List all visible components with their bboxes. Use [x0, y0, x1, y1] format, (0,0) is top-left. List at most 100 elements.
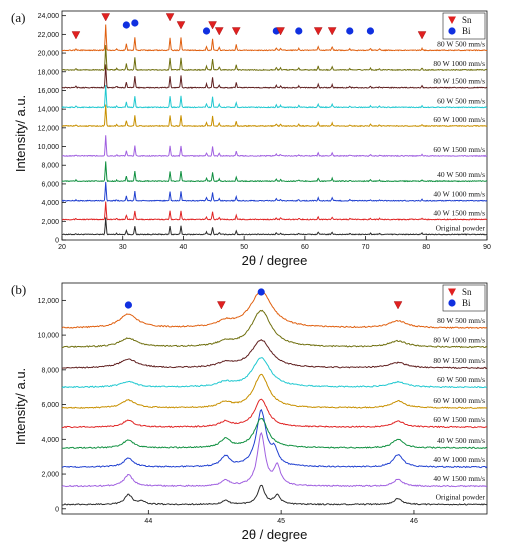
legend-label: Bi	[462, 298, 471, 308]
legend-box	[442, 12, 486, 40]
sn-peak-marker	[417, 31, 427, 40]
series-label: 60 W 500 mm/s	[437, 96, 485, 105]
series-line-5	[61, 104, 488, 128]
x-tick-label: 44	[144, 518, 152, 525]
series-line-6	[61, 357, 488, 389]
x-tick-label: 46	[410, 518, 418, 525]
series-line-7	[61, 64, 488, 89]
x-tick-label: 90	[483, 244, 491, 251]
panel-label: (b)	[11, 282, 26, 297]
series-line-3	[61, 418, 488, 450]
panel-b: 44 45 46 0 2,000 4,000 6,000 8,000 10,000 12,000 2…	[11, 282, 488, 542]
y-tick-label: 14,000	[38, 107, 60, 114]
x-axis-label: 2θ / degree	[242, 253, 308, 268]
series-line-9	[61, 290, 488, 330]
y-tick-label: 8,000	[41, 163, 59, 170]
series-label: Original powder	[436, 223, 486, 232]
series-line-1	[61, 431, 488, 488]
sn-peak-marker	[393, 301, 403, 310]
x-tick-label: 45	[277, 518, 285, 525]
sn-peak-marker	[165, 13, 175, 22]
series-line-8	[61, 44, 488, 72]
sn-peak-marker	[71, 31, 81, 40]
series-label: Original powder	[436, 492, 486, 501]
y-tick-label: 4,000	[41, 200, 59, 207]
series-line-4	[61, 398, 488, 429]
series-label: 60 W 1000 mm/s	[433, 115, 485, 124]
series-label: 60 W 1000 mm/s	[433, 396, 485, 405]
series-line-4	[61, 135, 488, 158]
legend-sn-marker	[448, 16, 456, 24]
series-line-5	[61, 373, 488, 410]
series-line-7	[61, 339, 488, 370]
series-line-2	[61, 181, 488, 202]
bi-peak-marker	[366, 27, 375, 35]
bi-peak-marker	[202, 27, 211, 35]
y-tick-label: 0	[55, 238, 59, 245]
series-label: 40 W 1500 mm/s	[433, 474, 485, 483]
series-line-9	[61, 24, 488, 52]
legend-sn-marker	[448, 288, 456, 296]
x-tick-label: 30	[119, 244, 127, 251]
x-tick-label: 40	[180, 244, 188, 251]
series-label: 80 W 500 mm/s	[437, 39, 485, 48]
legend-label: Sn	[462, 15, 472, 25]
sn-peak-marker	[327, 27, 337, 36]
x-tick-label: 80	[422, 244, 430, 251]
series-label: 40 W 1000 mm/s	[433, 455, 485, 464]
x-tick-label: 50	[240, 244, 248, 251]
bi-peak-marker	[131, 19, 139, 27]
y-tick-label: 2,000	[41, 219, 59, 226]
y-tick-label: 12,000	[38, 298, 60, 305]
legend-bi-marker	[448, 299, 456, 307]
series-label: 80 W 1500 mm/s	[433, 356, 485, 365]
y-tick-label: 2,000	[41, 472, 59, 479]
series-line-1	[61, 201, 488, 221]
plot-frame	[61, 10, 488, 241]
bi-peak-marker	[346, 27, 354, 35]
bi-peak-marker	[257, 288, 265, 296]
series-label: 80 W 1000 mm/s	[433, 335, 485, 344]
bi-peak-marker	[122, 21, 130, 29]
x-tick-label: 60	[301, 244, 309, 251]
series-line-0	[61, 484, 488, 506]
panel-label: (a)	[11, 10, 25, 25]
x-axis-label: 2θ / degree	[242, 527, 308, 542]
sn-peak-marker	[208, 21, 217, 30]
y-tick-label: 10,000	[38, 144, 60, 151]
y-tick-label: 8,000	[41, 367, 59, 374]
x-tick-label: 20	[58, 244, 66, 251]
legend-label: Bi	[462, 26, 471, 36]
sn-peak-marker	[313, 27, 323, 36]
y-axis-label: Intensity/ a.u.	[13, 95, 28, 172]
y-tick-label: 0	[55, 506, 59, 513]
bi-peak-marker	[124, 301, 133, 309]
series-label: 60 W 500 mm/s	[437, 375, 485, 384]
series-label: 80 W 1500 mm/s	[433, 77, 485, 86]
plot-frame	[61, 282, 488, 515]
sn-peak-marker	[214, 27, 224, 36]
sn-peak-marker	[176, 21, 186, 30]
panel-a: 20 30 40 50 60 70 80 90 0 2,000 4,000 6,000 8,000 10,…	[11, 10, 491, 268]
y-tick-label: 10,000	[38, 333, 60, 340]
legend-bi-marker	[448, 27, 456, 35]
y-tick-label: 6,000	[41, 402, 59, 409]
y-tick-label: 6,000	[41, 181, 59, 188]
sn-peak-marker	[276, 27, 285, 36]
series-label: 40 W 500 mm/s	[437, 436, 485, 445]
y-tick-label: 22,000	[38, 32, 60, 39]
series-line-2	[61, 408, 488, 469]
y-tick-label: 18,000	[38, 69, 60, 76]
legend-label: Sn	[462, 287, 472, 297]
series-label: 80 W 500 mm/s	[437, 316, 485, 325]
y-tick-label: 24,000	[38, 13, 60, 20]
y-tick-label: 4,000	[41, 437, 59, 444]
sn-peak-marker	[217, 301, 226, 310]
series-label: 40 W 500 mm/s	[437, 170, 485, 179]
series-label: 60 W 1500 mm/s	[433, 415, 485, 424]
y-tick-label: 20,000	[38, 51, 60, 58]
series-label: 40 W 1500 mm/s	[433, 208, 485, 217]
series-label: 80 W 1000 mm/s	[433, 59, 485, 68]
